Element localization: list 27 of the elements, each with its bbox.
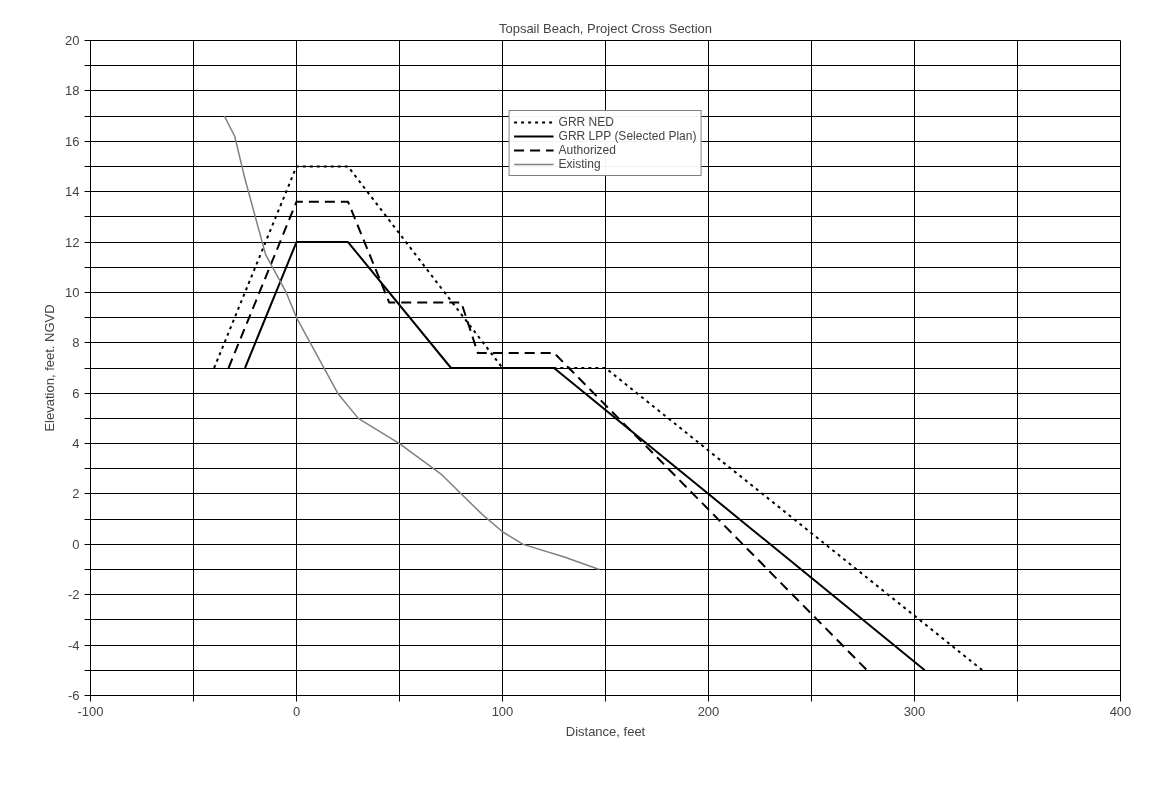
x-tick-label: 200 <box>697 703 720 719</box>
x-tick-label: 0 <box>292 703 301 719</box>
y-tick-label: 20 <box>65 33 80 48</box>
y-tick-label: 10 <box>65 284 80 300</box>
x-tick-label: 400 <box>1109 703 1132 719</box>
legend-label: GRR LPP (Selected Plan) <box>558 129 697 143</box>
y-tick-label: 4 <box>72 436 80 452</box>
y-tick-label: 2 <box>72 486 80 502</box>
y-tick-label: 6 <box>72 385 80 401</box>
y-tick-label: 16 <box>65 133 80 149</box>
legend-label: Existing <box>558 157 601 171</box>
y-axis-title: Elevation, feet. NGVD <box>42 304 58 432</box>
y-tick-label: -6 <box>67 688 80 703</box>
x-tick-label: -100 <box>77 703 104 719</box>
y-tick-label: 0 <box>72 536 80 552</box>
legend-label: GRR NED <box>558 115 614 129</box>
chart-title: Topsail Beach, Project Cross Section <box>498 20 713 36</box>
x-tick-label: 300 <box>903 703 926 719</box>
x-axis-title: Distance, feet <box>565 723 646 739</box>
y-tick-label: 18 <box>65 83 80 99</box>
x-tick-label: 100 <box>491 703 514 719</box>
y-tick-label: -4 <box>67 637 80 653</box>
y-tick-label: -2 <box>67 587 80 603</box>
legend-label: Authorized <box>558 143 616 157</box>
y-tick-label: 12 <box>65 234 80 250</box>
y-tick-label: 14 <box>65 184 80 200</box>
y-tick-label: 8 <box>72 335 80 351</box>
